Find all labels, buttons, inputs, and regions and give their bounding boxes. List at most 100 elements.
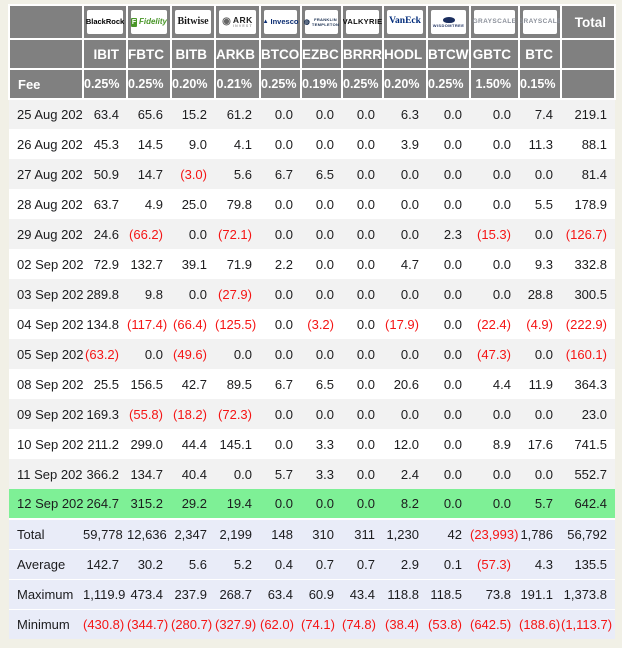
value-cell: 0.0 [383, 279, 427, 309]
value-cell: 0.0 [342, 189, 383, 219]
value-cell: 0.0 [260, 489, 301, 519]
value-cell: 0.0 [427, 369, 470, 399]
summary-value-cell: 0.4 [260, 548, 301, 579]
summary-value-cell: (280.7) [171, 608, 215, 639]
value-cell: 315.2 [127, 489, 171, 519]
value-cell: 42.7 [171, 369, 215, 399]
fee-FBTC: 0.25% [126, 68, 172, 100]
table-row: 03 Sep 2025289.89.80.0(27.9)0.00.00.00.0… [9, 279, 615, 309]
value-cell: (117.4) [127, 309, 171, 339]
summary-value-cell: 2.9 [383, 548, 427, 579]
ticker-ARKB: ARKB [214, 38, 261, 70]
summary-row-minimum: Minimum (430.8) (344.7) (280.7) (327.9) (62.0… [9, 608, 615, 639]
row-total-cell: 300.5 [561, 279, 615, 309]
date-cell: 29 Aug 2025 [9, 219, 83, 249]
value-cell: 89.5 [215, 369, 260, 399]
value-cell: (55.8) [127, 399, 171, 429]
value-cell: 8.2 [383, 489, 427, 519]
ark-logo-subtext: INVEST [232, 24, 253, 28]
value-cell: 0.0 [383, 159, 427, 189]
invesco-logo: Invesco [264, 10, 298, 34]
value-cell: 0.0 [470, 489, 519, 519]
wisdomtree-logo: WISDOMTREE [431, 10, 466, 34]
value-cell: 0.0 [519, 219, 561, 249]
summary-value-cell: 473.4 [127, 578, 171, 609]
value-cell: 6.7 [260, 159, 301, 189]
table-row: 10 Sep 2025211.2299.044.4145.10.03.30.01… [9, 429, 615, 459]
value-cell: 8.9 [470, 429, 519, 459]
value-cell: 0.0 [260, 129, 301, 159]
value-cell: 0.0 [383, 189, 427, 219]
value-cell: 0.0 [427, 159, 470, 189]
value-cell: (63.2) [83, 339, 127, 369]
vaneck-logo-text: VanEck [389, 16, 421, 27]
value-cell: 366.2 [83, 459, 127, 489]
fee-BTCW: 0.25% [426, 68, 471, 100]
summary-value-cell: 0.1 [427, 548, 470, 579]
summary-value-cell: 5.6 [171, 548, 215, 579]
value-cell: 25.0 [171, 189, 215, 219]
summary-value-cell: 311 [342, 518, 383, 549]
value-cell: 9.0 [171, 129, 215, 159]
summary-label: Total [9, 518, 83, 549]
value-cell: 65.6 [127, 98, 171, 129]
summary-value-cell: 12,636 [127, 518, 171, 549]
table-row: 12 Sep 2025264.7315.229.219.40.00.00.08.… [9, 489, 615, 519]
summary-value-cell: (344.7) [127, 608, 171, 639]
value-cell: 0.0 [215, 459, 260, 489]
value-cell: 3.3 [301, 429, 342, 459]
summary-value-cell: (53.8) [427, 608, 470, 639]
value-cell: 15.2 [171, 98, 215, 129]
table-row: 26 Aug 2025 45.3 14.5 9.0 4.1 0.0 0.0 0.0 3.9 0.0… [9, 129, 615, 159]
date-cell: 25 Aug 2025 [9, 98, 83, 129]
value-cell: (22.4) [470, 309, 519, 339]
fee-ARKB: 0.21% [214, 68, 261, 100]
table-row: 08 Sep 202525.5156.542.789.56.76.50.020.… [9, 369, 615, 399]
summary-value-cell: 73.8 [470, 578, 519, 609]
value-cell: 0.0 [519, 399, 561, 429]
summary-row-total: Total 59,778 12,636 2,347 2,199 148 310 311 1,23… [9, 518, 615, 549]
value-cell: 0.0 [427, 339, 470, 369]
ticker-BRRR: BRRR [341, 38, 384, 70]
value-cell: 0.0 [383, 399, 427, 429]
franklin-logo-text: FRANKLIN [314, 16, 337, 22]
value-cell: 0.0 [470, 159, 519, 189]
row-total-cell: 81.4 [561, 159, 615, 189]
value-cell: 0.0 [260, 399, 301, 429]
bitwise-logo: Bitwise [175, 10, 211, 34]
value-cell: 9.3 [519, 249, 561, 279]
value-cell: 0.0 [342, 129, 383, 159]
total-column-header: Total [560, 4, 616, 40]
value-cell: 0.0 [470, 279, 519, 309]
value-cell: 134.8 [83, 309, 127, 339]
table-row: 28 Aug 2025 63.7 4.9 25.0 79.8 0.0 0.0 0.0 0.0 0.… [9, 189, 615, 219]
row-total-cell: 332.8 [561, 249, 615, 279]
table-body: 25 Aug 2025 63.4 65.6 15.2 61.2 0.0 0.0 0.0 6.3 0… [9, 98, 615, 519]
value-cell: 39.1 [171, 249, 215, 279]
date-cell: 11 Sep 2025 [9, 459, 83, 489]
blank-cell [560, 38, 616, 70]
wisdomtree-logo-subtext: WISDOMTREE [432, 22, 465, 28]
date-cell: 10 Sep 2025 [9, 429, 83, 459]
value-cell: (49.6) [171, 339, 215, 369]
date-cell: 27 Aug 2025 [9, 159, 83, 189]
summary-value-cell: 30.2 [127, 548, 171, 579]
fidelity-logo-text: Fidelity [138, 17, 167, 26]
row-total-cell: 219.1 [561, 98, 615, 129]
value-cell: (18.2) [171, 399, 215, 429]
row-total-cell: (222.9) [561, 309, 615, 339]
table-row: 02 Sep 202572.9132.739.171.92.20.00.04.7… [9, 249, 615, 279]
row-total-cell: 88.1 [561, 129, 615, 159]
table-row: 11 Sep 2025 366.2 134.7 40.4 0.0 5.7 3.3 0.0 2.4… [9, 459, 615, 489]
franklin-logo-subtext: TEMPLETON [311, 21, 340, 27]
value-cell: 71.9 [215, 249, 260, 279]
value-cell: 0.0 [342, 369, 383, 399]
date-cell: 09 Sep 2025 [9, 399, 83, 429]
value-cell: 0.0 [342, 98, 383, 129]
row-total-cell: 23.0 [561, 399, 615, 429]
summary-value-cell: (23,993) [470, 518, 519, 549]
value-cell: 0.0 [215, 339, 260, 369]
table-row: 09 Sep 2025169.3(55.8)(18.2)(72.3)0.00.0… [9, 399, 615, 429]
